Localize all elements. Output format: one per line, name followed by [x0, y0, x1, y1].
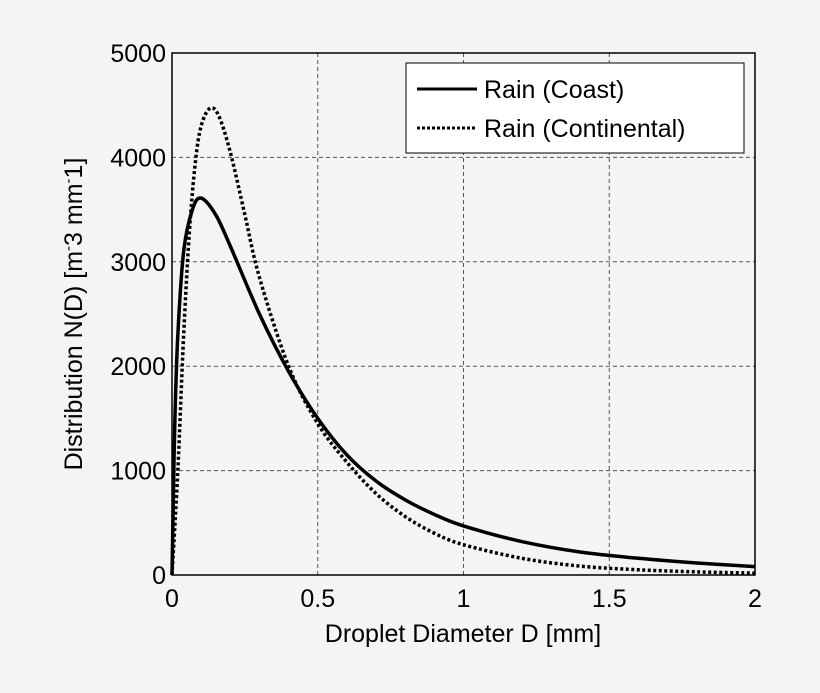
- legend-box: [405, 62, 745, 154]
- y-tick-label: 2000: [110, 353, 166, 381]
- series-lines: [170, 105, 756, 576]
- y-ticks: 0 1000 2000 3000 4000 5000: [110, 40, 166, 590]
- x-tick-label: 2: [748, 585, 762, 613]
- x-tick-label: 1.5: [592, 585, 627, 613]
- x-axis-label: Droplet Diameter D [mm]: [325, 620, 601, 648]
- x-tick-label: 1: [457, 585, 471, 613]
- x-tick-label: 0: [165, 585, 179, 613]
- y-axis-label: Distribution N(D) [m-3 mm-1]: [60, 158, 88, 471]
- series-line-coast: [170, 196, 756, 576]
- y-tick-label: 5000: [110, 40, 166, 68]
- legend-label-coast: Rain (Coast): [484, 76, 624, 104]
- y-tick-label: 4000: [110, 144, 166, 172]
- y-tick-label: 3000: [110, 249, 166, 277]
- legend-label-continental: Rain (Continental): [484, 115, 686, 143]
- plot-frame: [171, 52, 756, 576]
- x-tick-label: 0.5: [300, 585, 335, 613]
- y-tick-label: 1000: [110, 458, 166, 486]
- legend: Rain (Coast) Rain (Continental): [405, 62, 745, 154]
- y-tick-label: 0: [152, 562, 166, 590]
- x-ticks: 0 0.5 1 1.5 2: [165, 585, 762, 613]
